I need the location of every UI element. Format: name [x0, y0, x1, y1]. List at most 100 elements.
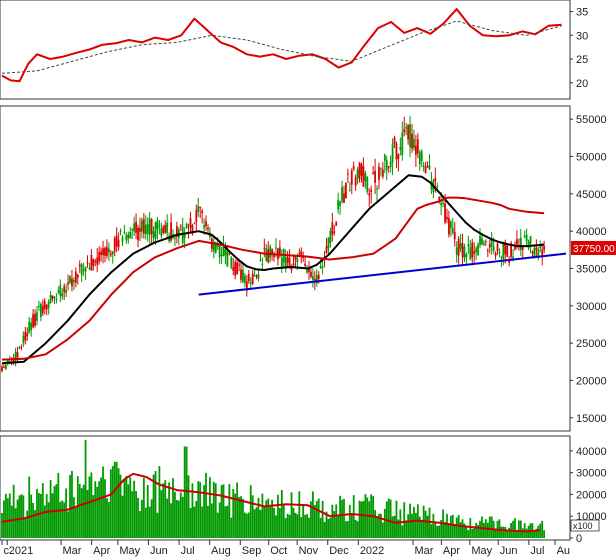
volume-bar: [150, 499, 153, 538]
volume-bar: [127, 484, 130, 538]
candle-body: [222, 244, 225, 256]
volume-bar: [366, 497, 369, 538]
volume-bar: [209, 477, 211, 538]
volume-bar: [339, 495, 342, 538]
candle-body: [117, 240, 120, 248]
candle-body: [321, 266, 324, 268]
volume-bar: [381, 522, 384, 538]
volume-bar: [197, 481, 200, 538]
volume-bar: [428, 507, 431, 538]
candle-body: [45, 305, 48, 310]
volume-bar: [362, 501, 365, 538]
candle-body: [214, 242, 217, 253]
volume-bar: [483, 522, 485, 538]
time-tick-label: Au: [557, 545, 570, 557]
volume-bar: [259, 509, 262, 538]
volume-bar: [543, 530, 546, 538]
candle-body: [137, 227, 139, 241]
support-trendline: [198, 252, 567, 296]
volume-bar: [519, 520, 522, 538]
volume-bar: [78, 483, 81, 538]
candle-body: [255, 275, 258, 277]
volume-bar: [39, 493, 42, 538]
volume-bar: [341, 499, 343, 538]
candle-body: [230, 257, 233, 268]
candle-body: [232, 266, 235, 271]
volume-bar: [38, 493, 40, 538]
volume-bar: [238, 497, 240, 538]
candle-body: [381, 169, 384, 177]
volume-bar: [205, 472, 207, 538]
volume-bar: [391, 516, 394, 538]
candle-body: [350, 170, 353, 185]
volume-bar: [28, 476, 31, 538]
candle-body: [492, 246, 495, 251]
volume-unit-box: [570, 519, 600, 532]
candle-body: [49, 294, 52, 304]
volume-bar: [368, 501, 371, 538]
candle-body: [430, 182, 433, 190]
candle-body: [346, 173, 349, 175]
volume-moving-average: [1, 472, 540, 533]
volume-bar: [137, 497, 139, 538]
candle-body: [121, 237, 124, 242]
volume-bar: [172, 478, 174, 538]
rs-tick-label: 30: [576, 30, 588, 42]
candle-body: [263, 248, 266, 250]
volume-bar: [263, 506, 266, 538]
volume-bar: [226, 505, 229, 538]
volume-bar: [517, 520, 520, 538]
candle-body: [486, 250, 489, 252]
volume-bar: [486, 522, 489, 538]
candle-body: [543, 246, 546, 250]
volume-bar: [139, 511, 141, 538]
volume-bar: [247, 512, 250, 538]
volume-bar: [251, 495, 254, 538]
candle-body: [481, 238, 483, 245]
candle-body: [343, 193, 345, 203]
volume-bar: [461, 519, 464, 538]
candle-body: [107, 248, 110, 253]
volume-bar: [63, 502, 66, 538]
volume-bar: [426, 515, 429, 538]
time-tick-label: Aug: [211, 545, 231, 557]
candle-body: [135, 221, 137, 233]
candle-body: [125, 235, 128, 241]
candle-body: [448, 217, 450, 235]
candle-body: [383, 154, 386, 161]
candle-body: [174, 237, 176, 239]
volume-bar: [187, 475, 190, 538]
volume-bar: [67, 511, 69, 538]
volume-bar: [475, 522, 478, 538]
volume-bar: [86, 489, 89, 538]
candle-body: [30, 322, 33, 331]
volume-bar: [146, 484, 149, 538]
candle-body: [177, 229, 180, 238]
candle-body: [483, 243, 485, 246]
candle-body: [47, 302, 50, 308]
volume-bar: [469, 518, 472, 538]
volume-bar: [308, 517, 310, 538]
volume-bar: [222, 484, 225, 538]
volume-bar: [160, 490, 163, 538]
candle-body: [20, 346, 23, 348]
candle-body: [368, 193, 371, 196]
candle-body: [278, 247, 281, 255]
candle-body: [32, 314, 34, 328]
candle-body: [393, 137, 396, 145]
time-tick-label: Sep: [242, 545, 262, 557]
volume-bar: [14, 508, 17, 538]
candle-body: [261, 263, 264, 265]
candle-body: [22, 335, 25, 344]
candle-body: [181, 226, 184, 244]
candle-body: [292, 263, 295, 266]
candle-body: [59, 284, 62, 296]
candle-body: [191, 225, 194, 234]
candle-body: [434, 177, 437, 182]
volume-bar: [516, 530, 518, 538]
candle-body: [154, 222, 157, 239]
volume-bar: [407, 514, 410, 538]
volume-bar: [418, 516, 421, 538]
candle-body: [537, 249, 540, 258]
